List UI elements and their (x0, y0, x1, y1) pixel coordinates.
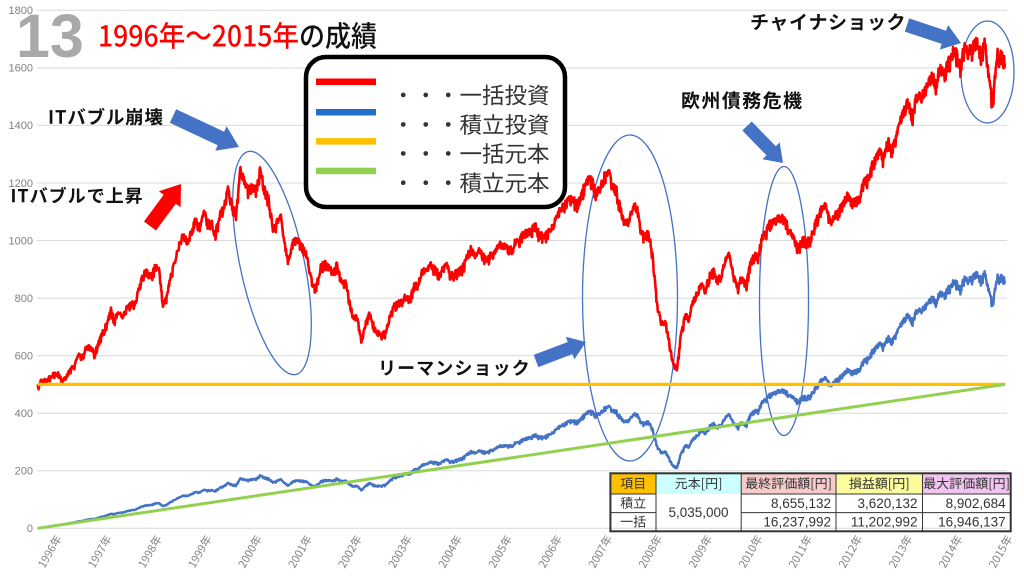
svg-text:800: 800 (15, 293, 33, 305)
svg-text:11,202,992: 11,202,992 (851, 515, 918, 530)
svg-text:600: 600 (15, 350, 33, 362)
svg-text:400: 400 (15, 408, 33, 420)
svg-text:8,902,684: 8,902,684 (946, 496, 1007, 511)
svg-text:5,035,000: 5,035,000 (668, 505, 728, 520)
svg-text:1000: 1000 (9, 235, 33, 247)
svg-text:16,946,137: 16,946,137 (938, 515, 1006, 530)
svg-text:13: 13 (16, 2, 84, 70)
svg-text:3,620,132: 3,620,132 (857, 496, 917, 511)
svg-text:1600: 1600 (9, 63, 33, 75)
svg-text:1200: 1200 (9, 178, 33, 190)
svg-text:200: 200 (15, 466, 33, 478)
svg-text:0: 0 (27, 523, 33, 535)
svg-text:1400: 1400 (9, 120, 33, 132)
svg-text:1800: 1800 (9, 5, 33, 17)
svg-text:8,655,132: 8,655,132 (771, 496, 831, 511)
svg-text:16,237,992: 16,237,992 (763, 515, 831, 530)
